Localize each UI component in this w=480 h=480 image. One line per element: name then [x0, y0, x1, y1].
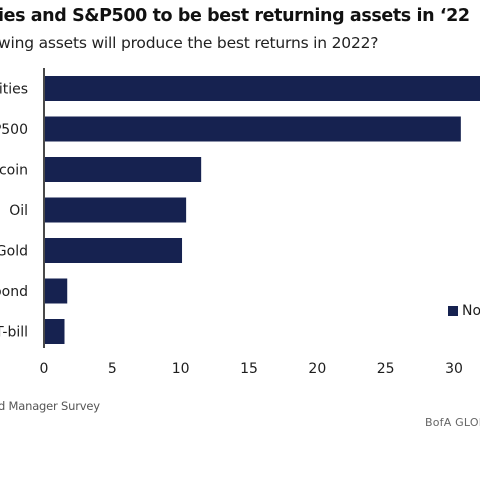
category-label: coin	[0, 163, 28, 179]
bar-5	[45, 238, 183, 263]
x-tick-label: 20	[308, 361, 326, 377]
bar-1	[45, 76, 480, 101]
x-tick-label: 30	[445, 361, 463, 377]
category-label: T-bill	[0, 325, 28, 341]
bar-3	[45, 157, 202, 182]
category-label: bond	[0, 284, 28, 300]
bar-7	[45, 319, 65, 344]
x-tick-label: 10	[172, 361, 190, 377]
category-label: P500	[0, 122, 28, 138]
bar-4	[45, 197, 187, 223]
x-tick-label: 25	[377, 361, 395, 377]
x-tick-label: 15	[240, 361, 258, 377]
chart-subtitle: wing assets will produce the best return…	[0, 34, 379, 52]
legend-marker	[448, 306, 458, 316]
bar-6	[45, 278, 68, 304]
chart-title: ies and S&P500 to be best returning asse…	[0, 6, 470, 26]
bar-2	[45, 116, 461, 142]
category-label: ities	[0, 82, 28, 98]
brand-label: BofA GLOB	[425, 416, 480, 429]
x-tick-label: 5	[108, 361, 117, 377]
category-label: Oil	[9, 203, 28, 219]
legend-label: No	[462, 303, 480, 319]
x-tick-label: 0	[40, 361, 49, 377]
source-note: d Manager Survey	[0, 399, 100, 413]
category-label: Gold	[0, 244, 28, 260]
